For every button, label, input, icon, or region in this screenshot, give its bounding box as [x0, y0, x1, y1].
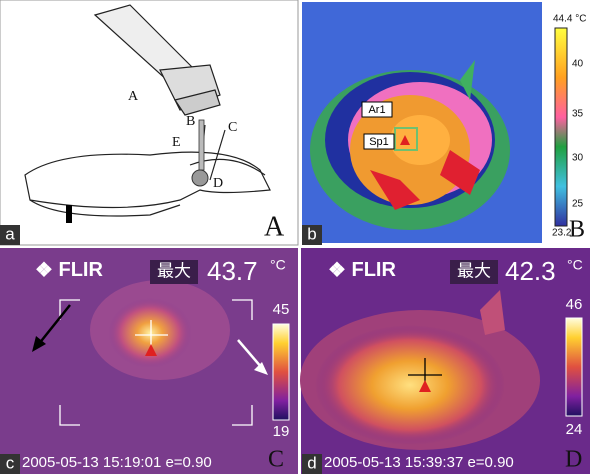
scale-tick: 35: [572, 109, 584, 120]
marker-label: Ar1: [368, 104, 385, 116]
panel-letter: c: [6, 453, 15, 472]
brand: ❖ FLIR: [328, 259, 396, 281]
corner-label: A: [264, 211, 285, 242]
scale-max: 45: [273, 301, 290, 318]
scale-max: 46: [566, 296, 583, 313]
panel-b: Ar1 Sp1 44.4 °C 40 35 30 25 23.2 B b: [300, 0, 590, 245]
corner-label: C: [268, 447, 284, 473]
panel-d: ❖ FLIR 最大 42.3 °C 46 24 2005-05-13 15:39…: [300, 248, 590, 474]
corner-label: D: [565, 447, 582, 473]
scale-min: 24: [566, 421, 583, 438]
timestamp: 2005-05-13 15:19:01 e=0.90: [22, 454, 212, 471]
marker-label: Sp1: [369, 136, 389, 148]
label: A: [128, 89, 139, 104]
scale-min: 19: [273, 423, 290, 440]
scale-tick: 25: [572, 199, 584, 210]
panel-letter: a: [5, 224, 15, 243]
label: D: [213, 176, 223, 191]
panel-c: ❖ FLIR 最大 43.7 °C 45 19 2005-05-13 15:19…: [0, 248, 298, 474]
max-value: 42.3: [505, 256, 556, 286]
scale-tick: 30: [572, 153, 584, 164]
brand-text: FLIR: [352, 259, 397, 281]
panel-a: A B C D E A a: [0, 0, 298, 245]
unit: °C: [567, 257, 583, 273]
label: E: [172, 135, 181, 150]
unit: °C: [270, 257, 286, 273]
brand-text: FLIR: [59, 259, 104, 281]
scale-tick: 40: [572, 59, 584, 70]
figure: A B C D E A a Ar1 Sp1 44.4 °C 40 35 30 2…: [0, 0, 590, 474]
scale-max: 44.4 °C: [553, 14, 586, 25]
max-value: 43.7: [207, 256, 258, 286]
max-label: 最大: [457, 261, 491, 280]
label: C: [228, 120, 237, 135]
panel-letter: b: [307, 224, 316, 243]
panel-letter: d: [307, 453, 316, 472]
max-label: 最大: [157, 261, 191, 280]
timestamp: 2005-05-13 15:39:37 e=0.90: [324, 454, 514, 471]
corner-label: B: [569, 217, 585, 243]
brand: ❖ FLIR: [35, 259, 103, 281]
label: B: [186, 114, 195, 129]
